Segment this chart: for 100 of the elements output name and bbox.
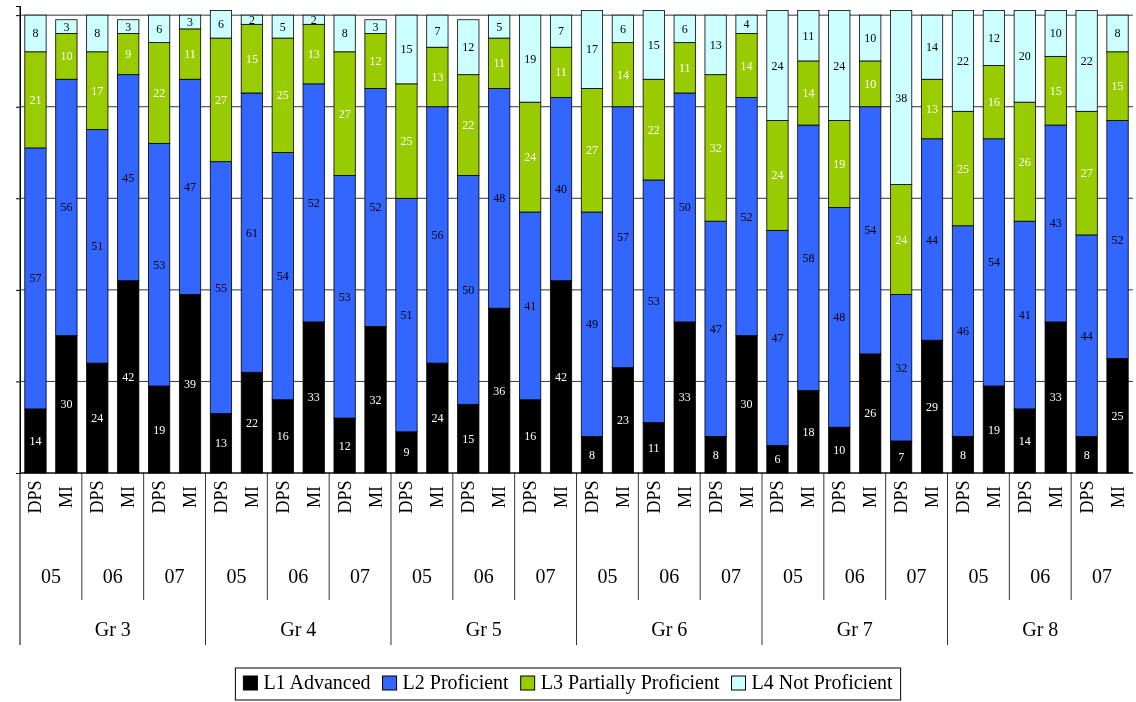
data-label: 48: [833, 310, 846, 325]
data-label: 3: [372, 19, 379, 34]
data-label: 10: [864, 31, 877, 46]
data-label: 8: [959, 447, 966, 462]
text: Gr 5: [465, 618, 502, 640]
x-tick-label: MI: [736, 486, 757, 508]
data-label: 47: [709, 321, 722, 336]
data-label: 22: [462, 118, 475, 133]
text: 05: [597, 565, 618, 587]
data-label: 48: [493, 191, 506, 206]
data-label: 43: [1049, 216, 1062, 231]
data-label: 9: [403, 445, 410, 460]
data-label: 42: [122, 369, 135, 384]
x-tick-label: MI: [427, 486, 448, 508]
data-label: 56: [60, 200, 73, 215]
data-label: 16: [276, 429, 289, 444]
data-label: 16: [524, 429, 537, 444]
text: 06: [844, 565, 865, 587]
data-label: 32: [895, 360, 908, 375]
data-label: 27: [338, 106, 351, 121]
data-label: 42: [555, 369, 568, 384]
data-label: 5: [279, 19, 286, 34]
text: 06: [473, 565, 494, 587]
data-label: 10: [1049, 26, 1062, 41]
data-label: 22: [1080, 53, 1093, 68]
data-label: 12: [369, 53, 382, 68]
data-label: 54: [276, 269, 289, 284]
x-tick-label: DPS: [891, 480, 912, 514]
data-label: 21: [29, 92, 42, 107]
text: 07: [1092, 565, 1113, 587]
data-label: 30: [60, 397, 73, 412]
data-label: 10: [833, 443, 846, 458]
data-label: 53: [153, 257, 166, 272]
data-label: 15: [462, 431, 475, 446]
x-tick-label: MI: [56, 486, 77, 508]
x-tick-label: DPS: [458, 480, 479, 514]
x-tick-label: MI: [551, 486, 572, 508]
data-label: 6: [156, 21, 163, 36]
text: 06: [102, 565, 123, 587]
data-label: 24: [771, 168, 784, 183]
data-label: 13: [307, 47, 320, 62]
data-label: 4: [743, 17, 750, 32]
data-label: 11: [802, 28, 815, 43]
text: 05: [968, 565, 989, 587]
data-label: 6: [619, 21, 626, 36]
data-label: 15: [400, 42, 413, 57]
x-tick-label: DPS: [87, 480, 108, 514]
text: 07: [535, 565, 556, 587]
data-label: 11: [184, 47, 196, 62]
data-label: 7: [434, 24, 441, 39]
data-label: 47: [771, 330, 784, 345]
data-label: 12: [987, 31, 1000, 46]
data-label: 52: [1111, 232, 1124, 247]
data-label: 22: [956, 53, 969, 68]
data-label: 17: [91, 83, 104, 98]
x-tick-label: MI: [922, 486, 943, 508]
text: 06: [659, 565, 680, 587]
text: 07: [906, 565, 927, 587]
data-label: 41: [1018, 308, 1031, 323]
data-label: 50: [678, 200, 691, 215]
data-label: 14: [616, 67, 629, 82]
data-label: 8: [94, 26, 101, 41]
data-label: 55: [214, 280, 227, 295]
x-tick-label: DPS: [1076, 480, 1097, 514]
data-label: 11: [555, 65, 567, 80]
data-label: 8: [341, 26, 348, 41]
data-label: 32: [709, 140, 722, 155]
data-label: 57: [29, 271, 42, 286]
data-label: 24: [833, 58, 846, 73]
x-tick-label: DPS: [25, 480, 46, 514]
data-label: 14: [802, 85, 815, 100]
data-label: 15: [647, 37, 660, 52]
data-label: 39: [184, 376, 197, 391]
legend-label: L1 Advanced: [263, 671, 371, 693]
x-tick-label: DPS: [767, 480, 788, 514]
data-label: 54: [864, 223, 877, 238]
text: Gr 3: [94, 618, 131, 640]
x-tick-label: DPS: [396, 480, 417, 514]
data-label: 11: [493, 56, 505, 71]
data-label: 15: [245, 51, 258, 66]
data-label: 25: [956, 161, 969, 176]
data-label: 38: [895, 90, 908, 105]
data-label: 50: [462, 282, 475, 297]
data-label: 40: [555, 182, 568, 197]
data-label: 10: [60, 49, 73, 64]
x-tick-label: MI: [1045, 486, 1066, 508]
data-label: 13: [709, 37, 722, 52]
data-label: 3: [125, 19, 132, 34]
x-tick-label: DPS: [829, 480, 850, 514]
data-label: 36: [493, 383, 506, 398]
data-label: 22: [647, 122, 660, 137]
text: 05: [40, 565, 61, 587]
text: Gr 7: [836, 618, 873, 640]
data-label: 19: [153, 422, 166, 437]
x-tick-label: DPS: [210, 480, 231, 514]
data-label: 23: [616, 413, 629, 428]
text: Gr 6: [651, 618, 688, 640]
data-label: 3: [63, 19, 70, 34]
data-label: 30: [740, 397, 753, 412]
x-tick-label: DPS: [643, 480, 664, 514]
